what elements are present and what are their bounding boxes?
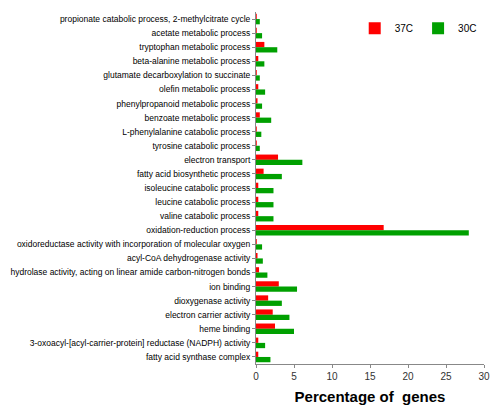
svg-text:Percentage of genes: Percentage of genes <box>295 388 446 405</box>
svg-text:3-oxoacyl-[acyl-carrier-protei: 3-oxoacyl-[acyl-carrier-protein] reducta… <box>30 338 251 348</box>
svg-text:electron carrier activity: electron carrier activity <box>165 310 251 320</box>
svg-text:glutamate decarboxylation to s: glutamate decarboxylation to succinate <box>103 70 250 80</box>
svg-text:tryptophan metabolic process: tryptophan metabolic process <box>139 42 250 52</box>
svg-text:37C: 37C <box>395 23 413 34</box>
svg-text:ion binding: ion binding <box>209 282 250 292</box>
svg-text:heme binding: heme binding <box>199 324 250 334</box>
svg-text:isoleucine catabolic process: isoleucine catabolic process <box>144 183 250 193</box>
svg-text:fatty acid synthase complex: fatty acid synthase complex <box>146 352 251 362</box>
svg-text:15: 15 <box>364 371 376 382</box>
svg-text:25: 25 <box>440 371 452 382</box>
svg-text:leucine catabolic process: leucine catabolic process <box>155 197 250 207</box>
svg-text:beta-alanine metabolic process: beta-alanine metabolic process <box>133 56 251 66</box>
svg-text:hydrolase activity, acting on: hydrolase activity, acting on linear ami… <box>10 267 250 277</box>
svg-text:30C: 30C <box>458 23 476 34</box>
svg-text:5: 5 <box>291 371 297 382</box>
svg-text:benzoate metabolic process: benzoate metabolic process <box>144 113 250 123</box>
svg-text:acetate metabolic process: acetate metabolic process <box>152 28 251 38</box>
svg-text:acyl-CoA dehydrogenase activit: acyl-CoA dehydrogenase activity <box>127 253 251 263</box>
svg-text:L-phenylalanine catabolic proc: L-phenylalanine catabolic process <box>122 127 250 137</box>
svg-text:propionate catabolic process,: propionate catabolic process, 2-methylci… <box>60 14 251 24</box>
svg-text:phenylpropanoid metabolic proc: phenylpropanoid metabolic process <box>117 98 251 108</box>
svg-text:dioxygenase activity: dioxygenase activity <box>174 296 251 306</box>
svg-text:oxidoreductase activity with i: oxidoreductase activity with incorporati… <box>17 239 251 249</box>
svg-text:oxidation-reduction process: oxidation-reduction process <box>146 225 250 235</box>
svg-text:olefin metabolic process: olefin metabolic process <box>159 84 250 94</box>
svg-text:0: 0 <box>253 371 259 382</box>
svg-text:20: 20 <box>402 371 414 382</box>
svg-text:fatty acid biosynthetic proces: fatty acid biosynthetic process <box>137 169 250 179</box>
svg-text:valine catabolic process: valine catabolic process <box>160 211 250 221</box>
svg-text:10: 10 <box>326 371 338 382</box>
svg-text:30: 30 <box>478 371 490 382</box>
svg-text:electron transport: electron transport <box>184 155 251 165</box>
svg-text:tyrosine catabolic process: tyrosine catabolic process <box>153 141 251 151</box>
